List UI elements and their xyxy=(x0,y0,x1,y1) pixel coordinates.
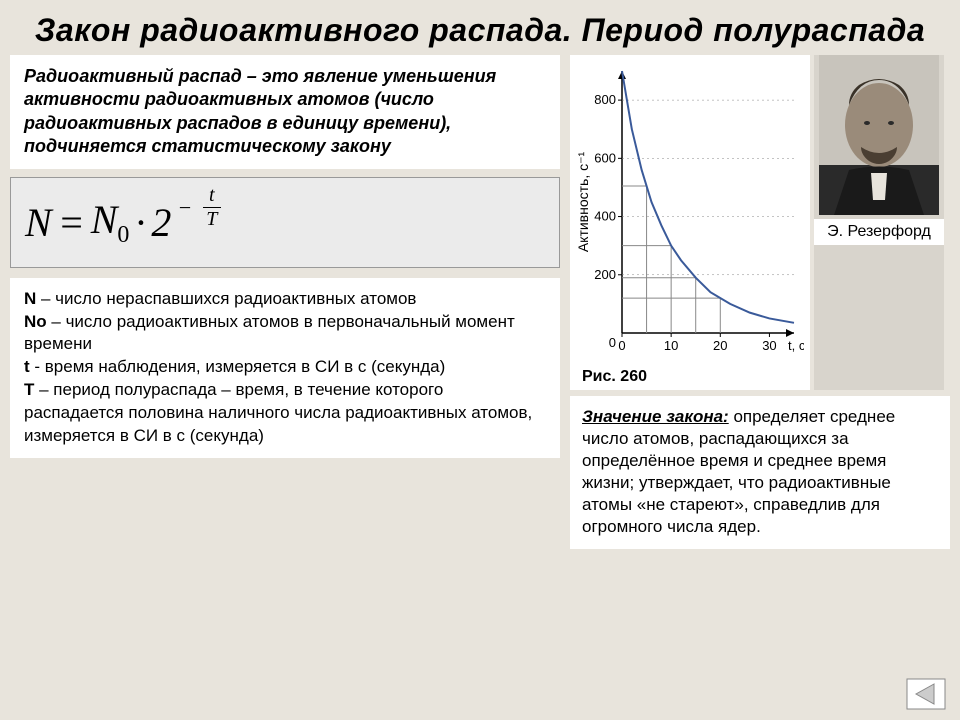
legend-T: – период полураспада – время, в течение … xyxy=(24,380,532,445)
legend-N-sym: N xyxy=(24,289,36,308)
portrait-caption: Э. Резерфорд xyxy=(814,219,944,245)
left-column: Радиоактивный распад – это явление умень… xyxy=(10,55,560,549)
definition-box: Радиоактивный распад – это явление умень… xyxy=(10,55,560,169)
significance-lead: Значение закона: xyxy=(582,407,729,426)
definition-term: Радиоактивный распад – xyxy=(24,66,257,86)
svg-text:0: 0 xyxy=(618,338,625,353)
significance-text: определяет среднее число атомов, распада… xyxy=(582,407,895,536)
svg-text:400: 400 xyxy=(594,209,616,224)
svg-text:0: 0 xyxy=(609,335,616,350)
decay-chart: 200 400 600 800 0 10 20 30 Активность, с⁻¹ t, сут… xyxy=(574,61,804,361)
figure-label: Рис. 260 xyxy=(574,366,806,388)
formula-box: N = N0 · 2 − t T xyxy=(10,177,560,268)
formula-exponent: t T xyxy=(200,184,223,231)
svg-text:t, сут: t, сут xyxy=(788,338,804,353)
page-title: Закон радиоактивного распада. Период пол… xyxy=(0,0,960,55)
formula-N: N xyxy=(91,197,118,242)
legend-N0-sym: Nо xyxy=(24,312,47,331)
formula-two: 2 xyxy=(151,199,171,246)
rutherford-portrait xyxy=(819,55,939,215)
formula-lhs: N xyxy=(25,199,52,246)
formula-dot: · xyxy=(135,199,145,246)
chart-container: 200 400 600 800 0 10 20 30 Активность, с⁻¹ t, сут… xyxy=(570,55,810,390)
formula-exp-den: T xyxy=(200,208,223,231)
formula-minus: − xyxy=(177,195,192,221)
formula-eq: = xyxy=(58,199,85,246)
formula-base: N0 xyxy=(91,196,130,249)
prev-button[interactable] xyxy=(906,678,946,710)
legend-t: - время наблюдения, измеряется в СИ в с … xyxy=(30,357,446,376)
svg-text:30: 30 xyxy=(762,338,776,353)
significance-box: Значение закона: определяет среднее числ… xyxy=(570,396,950,549)
portrait-container: Э. Резерфорд xyxy=(814,55,944,390)
svg-text:20: 20 xyxy=(713,338,727,353)
formula-equation: N = N0 · 2 − t T xyxy=(25,196,223,249)
svg-text:200: 200 xyxy=(594,267,616,282)
content: Радиоактивный распад – это явление умень… xyxy=(0,55,960,549)
svg-text:800: 800 xyxy=(594,92,616,107)
svg-text:10: 10 xyxy=(664,338,678,353)
legend-N: – число нераспавшихся радиоактивных атом… xyxy=(36,289,416,308)
formula-exp-num: t xyxy=(203,184,221,208)
right-column: 200 400 600 800 0 10 20 30 Активность, с⁻¹ t, сут… xyxy=(570,55,950,549)
formula-sub: 0 xyxy=(117,222,129,248)
chart-portrait-row: 200 400 600 800 0 10 20 30 Активность, с⁻¹ t, сут… xyxy=(570,55,950,390)
svg-text:Активность, с⁻¹: Активность, с⁻¹ xyxy=(575,151,591,252)
legend-T-sym: T xyxy=(24,380,34,399)
legend-box: N – число нераспавшихся радиоактивных ат… xyxy=(10,278,560,459)
legend-N0: – число радиоактивных атомов в первонача… xyxy=(24,312,515,354)
svg-text:600: 600 xyxy=(594,150,616,165)
